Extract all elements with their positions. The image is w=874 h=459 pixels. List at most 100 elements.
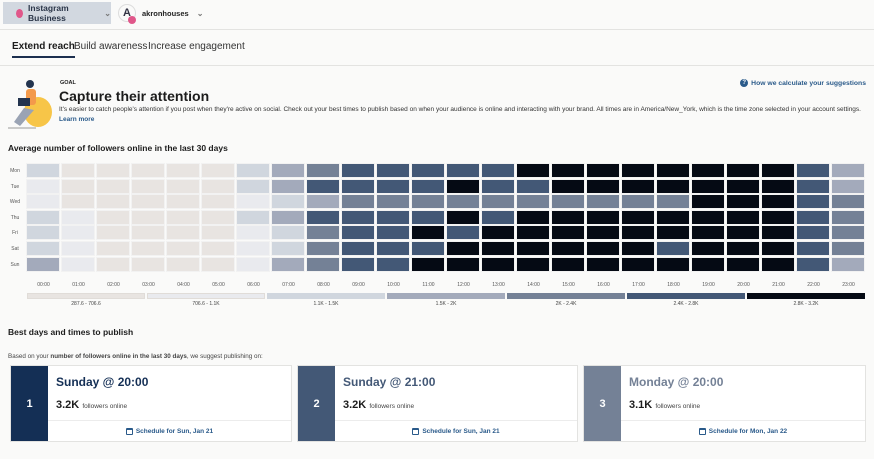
heatmap-cell (516, 241, 550, 257)
person-illustration (8, 80, 52, 129)
heatmap-cell (61, 163, 95, 179)
hour-label: 04:00 (177, 282, 190, 288)
how-link-label: How we calculate your suggestions (751, 79, 866, 87)
legend-label: 2K - 2.4K (555, 301, 577, 307)
top-bar: Instagram Business ⌄ A akronhouses ⌄ (0, 0, 874, 30)
profile-dropdown[interactable]: A akronhouses ⌄ (118, 4, 203, 24)
heatmap-cell (236, 194, 270, 210)
heatmap-cell (341, 225, 375, 241)
heatmap-title: Average number of followers online in th… (8, 143, 228, 153)
best-time-title: Sunday @ 20:00 (56, 375, 149, 389)
hour-label: 00:00 (37, 282, 50, 288)
followers-online: 3.2K followers online (56, 399, 127, 411)
hour-label: 09:00 (352, 282, 365, 288)
day-label: Mon (10, 168, 20, 174)
heatmap-cell (96, 163, 130, 179)
heatmap-cell (61, 256, 95, 272)
tab-increase-engagement[interactable]: Increase engagement (148, 41, 245, 52)
heatmap-cell (96, 241, 130, 257)
tab-build-awareness[interactable]: Build awareness (74, 41, 148, 52)
heatmap-cell (166, 209, 200, 225)
heatmap-cell (26, 194, 60, 210)
hour-label: 11:00 (422, 282, 435, 288)
schedule-button[interactable]: Schedule for Mon, Jan 22 (621, 420, 865, 441)
heatmap-cell (166, 241, 200, 257)
heatmap-cell (446, 209, 480, 225)
heatmap-cell (586, 163, 620, 179)
heatmap-cell (201, 194, 235, 210)
heatmap-cell (61, 178, 95, 194)
heatmap-cell (691, 256, 725, 272)
heatmap-cell (236, 256, 270, 272)
heatmap-cell (691, 225, 725, 241)
followers-value: 3.2K (343, 399, 367, 411)
heatmap-cell (446, 256, 480, 272)
schedule-button[interactable]: Schedule for Sun, Jan 21 (335, 420, 577, 441)
hour-label: 03:00 (142, 282, 155, 288)
heatmap-cell (481, 225, 515, 241)
day-label: Wed (9, 199, 21, 206)
heatmap-cell (96, 256, 130, 272)
subtitle-bold: number of followers online in the last 3… (50, 353, 187, 360)
heatmap-cell (236, 241, 270, 257)
heatmap-cell (201, 225, 235, 241)
heatmap-cell (516, 163, 550, 179)
heatmap-cell (271, 225, 305, 241)
heatmap-cell (236, 225, 270, 241)
heatmap-cell (131, 256, 165, 272)
hour-label: 07:00 (282, 282, 295, 288)
heatmap-cell (271, 209, 305, 225)
legend-label: 1.1K - 1.5K (313, 301, 339, 307)
heatmap-cell (446, 178, 480, 194)
hour-label: 20:00 (737, 282, 750, 288)
best-times-title: Best days and times to publish (8, 327, 134, 337)
account-type-dropdown[interactable]: Instagram Business ⌄ (3, 2, 111, 24)
heatmap-cell (481, 178, 515, 194)
followers-value: 3.1K (629, 399, 653, 411)
calendar-icon (125, 427, 133, 435)
legend-swatch (747, 293, 865, 299)
heatmap-cell (726, 178, 760, 194)
heatmap-cell (551, 256, 585, 272)
followers-suffix: followers online (369, 403, 415, 410)
heatmap-cell (166, 225, 200, 241)
best-time-title: Monday @ 20:00 (629, 375, 724, 389)
legend-label: 1.5K - 2K (435, 301, 457, 307)
best-time-card: 1 Sunday @ 20:00 3.2K followers online S… (10, 365, 292, 442)
heatmap-cell (271, 178, 305, 194)
heatmap-cell (411, 241, 445, 257)
followers-online: 3.1K followers online (629, 399, 700, 411)
heatmap-cell (236, 163, 270, 179)
goal-tabs: Extend reach Build awareness Increase en… (0, 30, 874, 66)
heatmap-cell (201, 163, 235, 179)
heatmap-cell (481, 241, 515, 257)
heatmap-cell (236, 209, 270, 225)
heatmap-cell (26, 241, 60, 257)
legend-swatch (627, 293, 745, 299)
legend-label: 287.6 - 706.6 (71, 301, 101, 307)
heatmap-cell (481, 256, 515, 272)
how-we-calculate-link[interactable]: ? How we calculate your suggestions (740, 79, 866, 87)
heatmap-cell (376, 241, 410, 257)
heatmap-cell (411, 163, 445, 179)
heatmap-cell (551, 241, 585, 257)
heatmap-cell (586, 256, 620, 272)
rank-badge: 1 (11, 366, 48, 441)
heatmap-cell (306, 241, 340, 257)
heatmap-cell (446, 194, 480, 210)
heatmap-cell (26, 256, 60, 272)
heatmap-cell (726, 209, 760, 225)
schedule-label: Schedule for Mon, Jan 22 (708, 427, 788, 435)
day-label: Sat (11, 246, 19, 252)
instagram-badge-icon (128, 16, 136, 24)
heatmap-cell (26, 209, 60, 225)
best-time-card: 3 Monday @ 20:00 3.1K followers online S… (583, 365, 866, 442)
hour-label: 10:00 (387, 282, 400, 288)
learn-more-link[interactable]: Learn more (59, 116, 95, 123)
goal-description: It's easier to catch people's attention … (59, 106, 861, 113)
heatmap-cell (761, 178, 795, 194)
schedule-button[interactable]: Schedule for Sun, Jan 21 (48, 420, 291, 441)
tab-extend-reach[interactable]: Extend reach (12, 41, 75, 58)
heatmap-cell (831, 241, 865, 257)
heatmap-cell (236, 178, 270, 194)
